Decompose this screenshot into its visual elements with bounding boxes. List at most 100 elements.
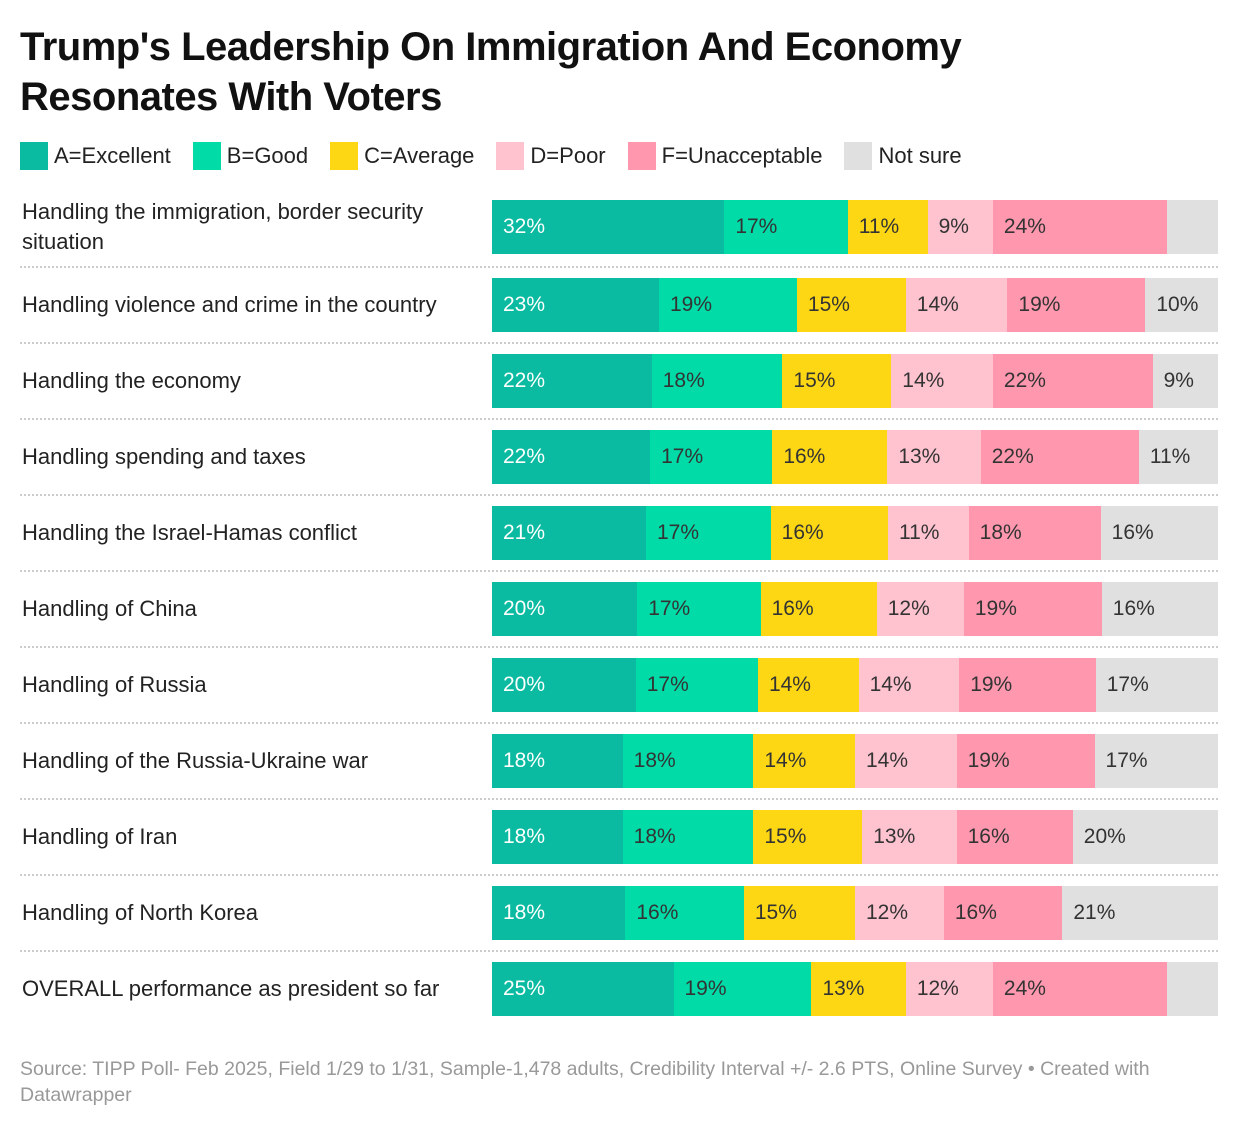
bar-segment-c-average: 14% — [757, 658, 859, 712]
bar-segment-b-good: 19% — [673, 962, 812, 1016]
row-divider — [20, 798, 1218, 800]
bar-segment-a-excellent: 21% — [492, 506, 646, 560]
bar-segment-f-unacceptable: 18% — [968, 506, 1101, 560]
bar-segment-not-sure: 10% — [1145, 278, 1218, 332]
category-label: Handling of North Korea — [22, 900, 259, 925]
legend-label: Not sure — [878, 143, 962, 168]
bar-segment-d-poor: 9% — [927, 200, 993, 254]
bar-segment-f-unacceptable: 22% — [980, 430, 1139, 484]
legend-swatch — [330, 142, 359, 170]
category-label: Handling the economy — [22, 368, 241, 393]
bar-segment-c-average: 15% — [782, 354, 892, 408]
bar-segment-a-excellent: 18% — [492, 886, 626, 940]
legend-swatch — [627, 142, 656, 170]
bar-segment-c-average: 15% — [743, 886, 855, 940]
bar-segment-a-excellent: 25% — [492, 962, 674, 1016]
legend-label: C=Average — [364, 143, 475, 168]
category-label: Handling spending and taxes — [22, 444, 306, 469]
bar-segment-a-excellent: 18% — [492, 734, 623, 788]
bar-segment-not-sure: 17% — [1095, 658, 1218, 712]
bar-segment-a-excellent: 22% — [492, 354, 652, 408]
bar-segment-f-unacceptable: 19% — [959, 658, 1096, 712]
bar-segment-b-good: 17% — [650, 430, 773, 484]
stacked-bar: 22% 18% 15% 14% 22% 9% — [492, 354, 1218, 408]
legend-item: F=Unacceptable — [627, 142, 823, 170]
row-divider — [20, 722, 1218, 724]
legend-item: A=Excellent — [20, 142, 171, 170]
row-divider — [20, 874, 1218, 876]
legend-label: F=Unacceptable — [661, 143, 823, 168]
category-label: Handling of Iran — [22, 824, 178, 849]
stacked-bar: 25% 19% 13% 12% 24% — [492, 962, 1218, 1016]
stacked-bar: 18% 18% 14% 14% 19% 17% — [492, 734, 1218, 788]
bar-segment-not-sure: 16% — [1101, 582, 1218, 636]
bar-segment-c-average: 16% — [760, 582, 877, 636]
legend-item: B=Good — [192, 142, 309, 170]
bar-segment-b-good: 16% — [625, 886, 744, 940]
bar-segment-c-average: 13% — [811, 962, 906, 1016]
row-divider — [20, 418, 1218, 420]
bar-segment-d-poor: 14% — [891, 354, 993, 408]
bar-segment-d-poor: 13% — [862, 810, 957, 864]
legend-swatch — [20, 142, 48, 170]
bar-segment-d-poor: 11% — [887, 506, 969, 560]
bar-segment-b-good: 17% — [635, 658, 758, 712]
bar-segment-not-sure: 21% — [1062, 886, 1218, 940]
bar-segment-d-poor: 14% — [854, 734, 957, 788]
bar-segment-c-average: 11% — [847, 200, 928, 254]
source-note: Source: TIPP Poll- Feb 2025, Field 1/29 … — [20, 1058, 1150, 1106]
legend-label: B=Good — [226, 143, 309, 168]
bar-segment-not-sure: 9% — [1152, 354, 1218, 408]
category-label: Handling of China — [22, 596, 197, 621]
category-label: OVERALL performance as president so far — [22, 976, 440, 1001]
stacked-bar: 20% 17% 16% 12% 19% 16% — [492, 582, 1218, 636]
bar-segment-b-good: 17% — [724, 200, 848, 254]
bar-segment-b-good: 18% — [651, 354, 783, 408]
bar-segment-f-unacceptable: 19% — [956, 734, 1095, 788]
row-divider — [20, 646, 1218, 648]
chart-title: Trump's Leadership On Immigration And Ec… — [20, 25, 962, 119]
bar-segment-not-sure — [1167, 962, 1218, 1016]
bar-segment-c-average: 16% — [770, 506, 888, 560]
bar-segment-c-average: 14% — [753, 734, 855, 788]
bar-segment-a-excellent: 22% — [492, 430, 651, 484]
category-label: Handling the Israel-Hamas conflict — [22, 520, 358, 545]
bar-segment-b-good: 18% — [622, 810, 754, 864]
row-divider — [20, 950, 1218, 952]
bar-segment-d-poor: 12% — [905, 962, 993, 1016]
row-divider — [20, 570, 1218, 572]
bar-segment-not-sure: 16% — [1100, 506, 1218, 560]
legend-swatch — [496, 142, 525, 170]
bar-segment-d-poor: 12% — [854, 886, 944, 940]
legend-swatch — [844, 142, 873, 170]
category-label: Handling of the Russia-Ukraine war — [22, 748, 369, 773]
bar-segment-f-unacceptable: 19% — [963, 582, 1102, 636]
legend: A=Excellent B=Good C=Average D=Poor F=Unacce… — [20, 142, 984, 170]
bar-segment-not-sure — [1167, 200, 1218, 254]
stacked-bar: 32% 17% 11% 9% 24% — [492, 200, 1218, 254]
category-label: Handling of Russia — [22, 672, 207, 697]
bar-segment-b-good: 19% — [658, 278, 797, 332]
bar-segment-f-unacceptable: 24% — [992, 200, 1168, 254]
row-divider — [20, 342, 1218, 344]
legend-label: D=Poor — [530, 143, 606, 168]
bar-segment-a-excellent: 18% — [492, 810, 623, 864]
bar-segment-d-poor: 13% — [887, 430, 981, 484]
stacked-bar: 18% 18% 15% 13% 16% 20% — [492, 810, 1218, 864]
bar-segment-c-average: 15% — [796, 278, 906, 332]
bar-segment-a-excellent: 23% — [492, 278, 659, 332]
legend-item: D=Poor — [496, 142, 606, 170]
bar-segment-f-unacceptable: 16% — [943, 886, 1063, 940]
bar-segment-c-average: 15% — [753, 810, 863, 864]
bar-segment-d-poor: 14% — [858, 658, 960, 712]
stacked-bar: 18% 16% 15% 12% 16% 21% — [492, 886, 1218, 940]
bar-segment-a-excellent: 20% — [492, 582, 638, 636]
category-label: Handling violence and crime in the count… — [22, 292, 437, 317]
bar-segment-not-sure: 11% — [1138, 430, 1218, 484]
row-divider — [20, 266, 1218, 268]
legend-swatch — [192, 142, 221, 170]
legend-item: C=Average — [330, 142, 474, 170]
bar-segment-b-good: 17% — [637, 582, 761, 636]
bar-segment-not-sure: 20% — [1072, 810, 1218, 864]
